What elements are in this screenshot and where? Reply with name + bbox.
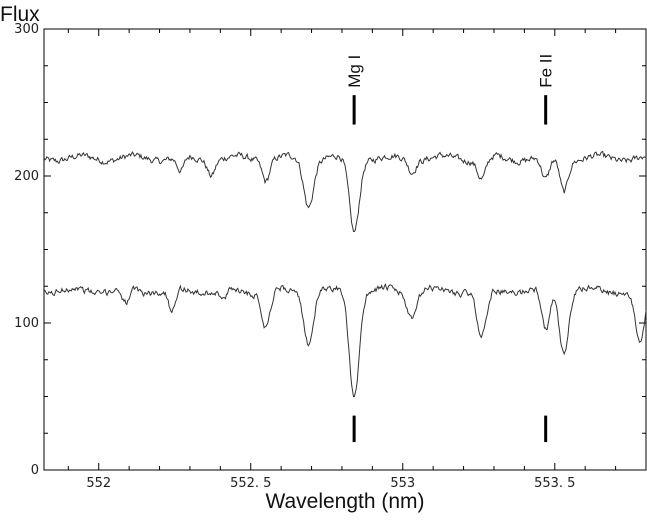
x-tick-label: 553. 5 — [534, 476, 575, 491]
x-axis-ticks: 552 552. 5 553 553. 5 — [67, 29, 647, 491]
y-tick-label: 200 — [14, 169, 39, 184]
x-tick-label: 552. 5 — [230, 476, 271, 491]
spectrum-line — [43, 150, 647, 232]
plot-frame — [43, 28, 647, 471]
x-axis-title: Wavelength (nm) — [265, 490, 424, 513]
x-tick-label: 552 — [86, 476, 111, 491]
x-tick-label: 553 — [390, 476, 415, 491]
y-axis-title: Flux — [0, 3, 40, 26]
y-tick-label: 0 — [31, 463, 39, 478]
y-tick-label: 100 — [14, 316, 39, 331]
spectrum-line — [43, 283, 647, 398]
y-tick-label: 300 — [14, 22, 39, 37]
annotation-label: Mg I — [345, 55, 364, 88]
annotation-label: Fe II — [537, 54, 556, 88]
line-annotations: Mg I Fe II — [345, 54, 556, 443]
spectrum-series — [43, 150, 647, 398]
y-axis-ticks: 0 100 200 300 — [14, 22, 646, 478]
